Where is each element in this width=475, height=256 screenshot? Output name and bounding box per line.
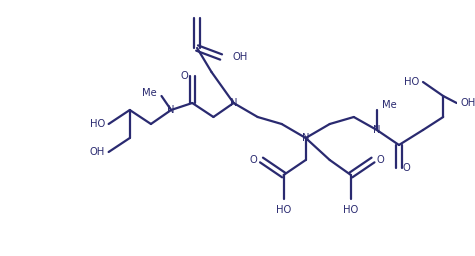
Text: HO: HO — [404, 77, 419, 87]
Text: OH: OH — [90, 147, 105, 157]
Text: HO: HO — [90, 119, 105, 129]
Text: N: N — [167, 105, 175, 115]
Text: N: N — [302, 133, 310, 143]
Text: O: O — [403, 163, 410, 173]
Text: O: O — [180, 71, 189, 81]
Text: O: O — [377, 155, 385, 165]
Text: N: N — [230, 98, 238, 108]
Text: N: N — [373, 125, 380, 135]
Text: O: O — [250, 155, 257, 165]
Text: Me: Me — [382, 100, 397, 110]
Text: HO: HO — [276, 205, 291, 215]
Text: OH: OH — [460, 98, 475, 108]
Text: Me: Me — [142, 88, 157, 98]
Text: OH: OH — [233, 52, 248, 62]
Text: HO: HO — [343, 205, 359, 215]
